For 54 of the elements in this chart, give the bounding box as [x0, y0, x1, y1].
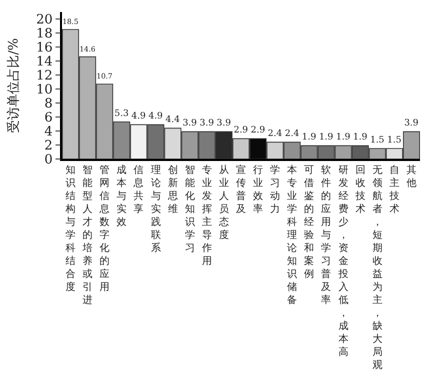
data-label: 4.9 — [131, 112, 146, 122]
x-tick-label: 回收技术 — [354, 164, 366, 215]
data-label: 14.6 — [79, 44, 96, 54]
data-label: 3.9 — [200, 118, 214, 129]
y-axis-title: 受访单位占比/% — [6, 38, 22, 133]
category-label: 软件的应用与学习普及率 — [321, 164, 332, 306]
y-tick-label: 16 — [36, 40, 53, 56]
data-label: 10.7 — [96, 72, 113, 81]
x-tick-label: 行业效率 — [253, 164, 264, 215]
data-label: 2.4 — [268, 129, 282, 140]
y-tick-label: 4 — [44, 124, 53, 140]
data-label: 4.9 — [148, 112, 164, 122]
data-label: 18.5 — [62, 17, 78, 26]
data-label: 3.9 — [216, 118, 232, 129]
y-tick-label: 20 — [36, 12, 53, 28]
y-tick-label: 2 — [44, 138, 53, 154]
x-tick-label: 从业人员态度 — [218, 164, 229, 241]
data-label: 1.9 — [353, 132, 368, 143]
y-tick-label: 18 — [36, 26, 53, 42]
data-label: 1.5 — [387, 136, 402, 146]
category-label: 本专业学科理论知识储备 — [287, 164, 298, 306]
x-tick-label: 信息共享 — [132, 164, 144, 215]
y-tick-label: 0 — [44, 152, 53, 168]
x-tick-label: 成本与实效 — [116, 164, 127, 228]
y-tick-label: 6 — [44, 110, 53, 126]
data-label: 2.4 — [284, 129, 300, 140]
y-tick-label: 8 — [44, 96, 53, 112]
data-label: 1.9 — [318, 132, 334, 143]
data-label: 1.5 — [370, 136, 385, 146]
data-label: 5.3 — [114, 108, 129, 119]
category-label: 知识结构与学科结合度 — [66, 164, 76, 293]
data-label: 3.9 — [182, 118, 198, 129]
y-tick-label: 10 — [36, 82, 53, 98]
y-tick-label: 12 — [36, 68, 53, 84]
data-label: 2.9 — [250, 126, 266, 136]
data-label: 4.4 — [166, 115, 180, 126]
y-tick-label: 14 — [36, 54, 53, 70]
category-label: 管网信息数字化的应用 — [100, 164, 110, 293]
data-label: 1.9 — [302, 132, 316, 143]
data-label: 2.9 — [234, 126, 248, 136]
x-tick-label: 智能化知识学习 — [184, 164, 195, 254]
x-tick-label: 其他 — [406, 164, 416, 189]
category-label: 无领航者，短期收益为主，缺大局观 — [372, 164, 382, 371]
x-tick-label: 学习动力 — [270, 164, 280, 215]
x-tick-label: 专业发挥主导作用 — [200, 164, 212, 267]
category-label: 可借鉴的经验和案例 — [304, 164, 314, 280]
data-label: 1.9 — [336, 132, 351, 143]
category-label: 研发经费少，资金投入低，成本高 — [338, 164, 348, 358]
category-label: 智能型人才的培养或引进 — [82, 164, 93, 306]
x-tick-label: 创新思维 — [166, 164, 178, 215]
x-tick-label: 自主技术 — [388, 164, 400, 215]
data-label: 3.9 — [404, 118, 419, 129]
x-tick-label: 理论与实践联系 — [150, 164, 161, 254]
x-tick-label: 宣传普及 — [236, 164, 246, 215]
